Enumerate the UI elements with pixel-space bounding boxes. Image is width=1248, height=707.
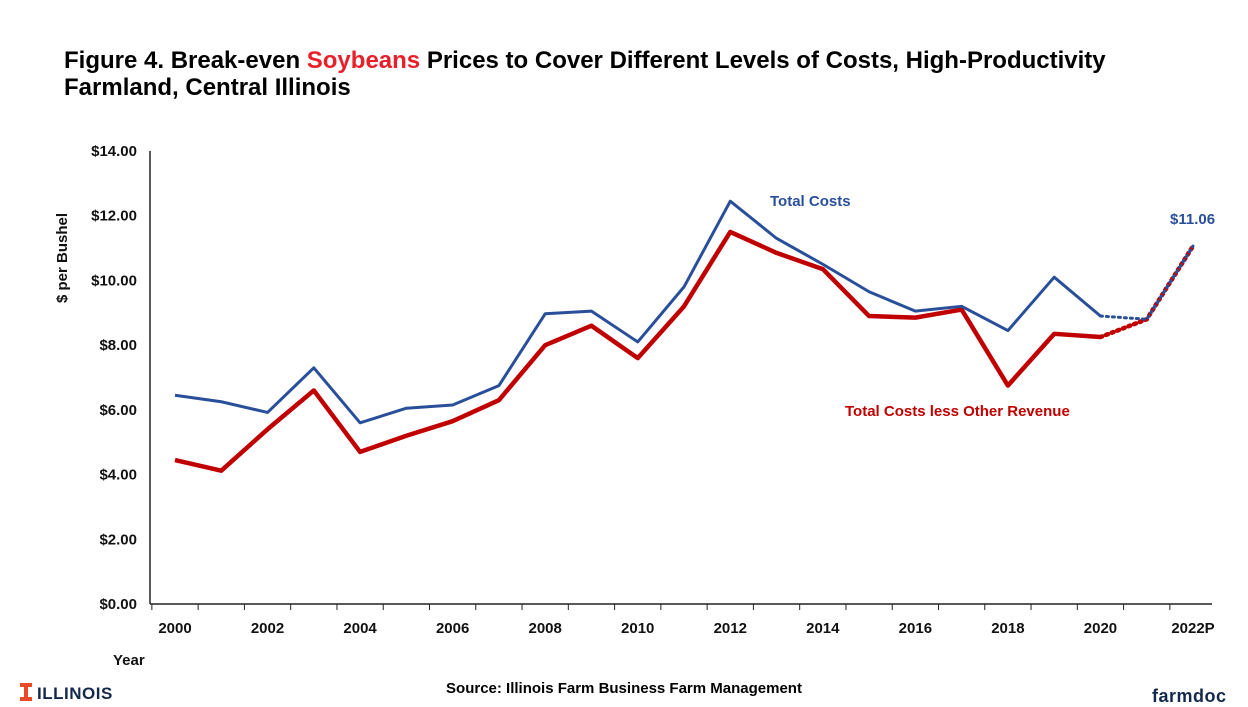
x-tick-label: 2018 xyxy=(991,620,1024,637)
y-tick-label: $14.00 xyxy=(91,143,137,160)
title-suffix: Prices to Cover Different Levels of Cost… xyxy=(64,47,1106,101)
series-label-less-other-revenue: Total Costs less Other Revenue xyxy=(845,403,1070,420)
x-tick-label: 2004 xyxy=(343,620,377,637)
series-line-less-other-revenue xyxy=(174,229,1101,473)
title-prefix: Figure 4. Break-even xyxy=(64,47,307,74)
x-tick-label: 2010 xyxy=(621,620,654,637)
farmdoc-logo: farmdoc xyxy=(1152,686,1227,706)
illinois-logo-text: ILLINOIS xyxy=(37,684,113,703)
y-tick-label: $6.00 xyxy=(99,402,137,419)
x-tick-label: 2014 xyxy=(806,620,840,637)
x-tick-label: 2008 xyxy=(528,620,561,637)
series-line-total-costs xyxy=(174,199,1102,425)
y-tick-label: $0.00 xyxy=(99,596,137,613)
series-layer xyxy=(174,199,1196,473)
y-axis-ticks: $0.00 $2.00 $4.00 $6.00 $8.00 $10.00 $12.00 $14… xyxy=(91,143,137,613)
y-tick-label: $8.00 xyxy=(99,337,137,354)
x-tick-label: 2000 xyxy=(158,620,191,637)
y-tick-label: $2.00 xyxy=(99,531,137,548)
x-tick-label: 2012 xyxy=(714,620,747,637)
x-axis-tick-marks xyxy=(151,604,1171,610)
y-tick-label: $4.00 xyxy=(99,467,137,484)
x-axis-title: Year xyxy=(113,652,145,669)
illinois-logo: ILLINOIS xyxy=(20,683,113,704)
title-highlight: Soybeans xyxy=(306,47,421,74)
x-tick-label: 2016 xyxy=(899,620,932,637)
x-tick-label: 2002 xyxy=(251,620,284,637)
x-tick-label: 2022P xyxy=(1171,620,1214,637)
projection-value-label: $11.06 xyxy=(1170,211,1215,228)
series-label-total-costs: Total Costs xyxy=(770,193,851,210)
y-tick-label: $12.00 xyxy=(91,208,137,225)
y-axis-title: $ per Bushel xyxy=(54,213,71,303)
x-axis-ticks: 2000 2002 2004 2006 2008 2010 2012 2014 2016 2018… xyxy=(158,620,1214,637)
x-tick-label: 2020 xyxy=(1084,620,1117,637)
block-i-icon xyxy=(20,683,32,701)
series-projection-less-other-revenue xyxy=(1098,243,1196,340)
source-note: Source: Illinois Farm Business Farm Mana… xyxy=(446,680,802,697)
x-tick-label: 2006 xyxy=(436,620,469,637)
series-projection-total-costs xyxy=(1098,244,1195,321)
chart-title: Figure 4. Break-even Soybeans Prices to … xyxy=(64,47,1214,101)
y-tick-label: $10.00 xyxy=(91,272,137,289)
